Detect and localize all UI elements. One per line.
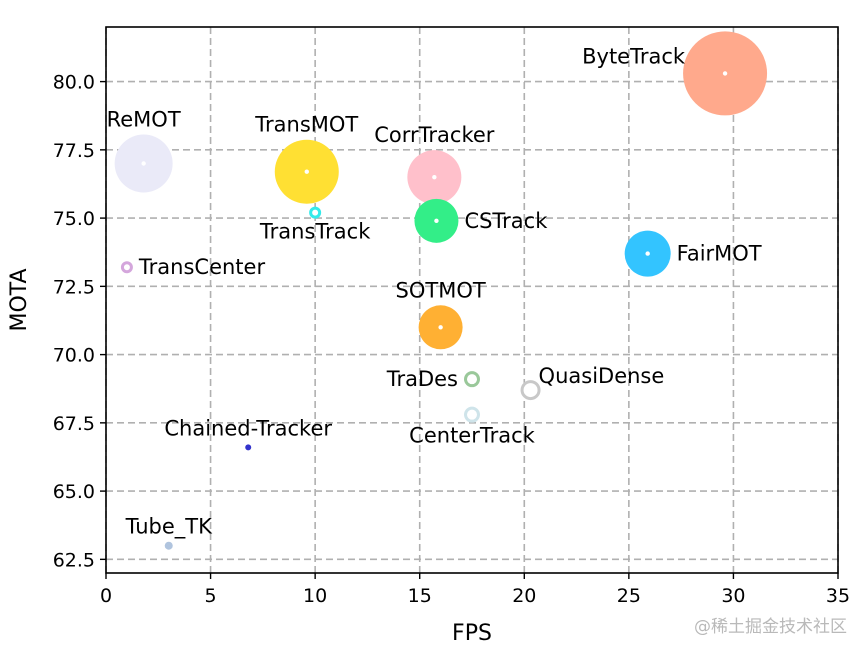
point-center-dot xyxy=(645,251,650,256)
point-marker xyxy=(464,406,480,423)
point-label: TransMOT xyxy=(254,113,358,137)
grid-lines xyxy=(105,27,839,573)
point-marker xyxy=(120,261,133,274)
point-center-dot xyxy=(432,174,437,180)
x-tick-label: 35 xyxy=(826,585,850,607)
point-cstrack: CSTrack xyxy=(414,198,548,243)
point-fairmot: FairMOT xyxy=(624,230,762,277)
point-trades: TraDes xyxy=(386,367,480,391)
watermark: @稀土掘金技术社区 xyxy=(694,617,847,637)
x-axis-label: FPS xyxy=(452,621,492,646)
y-tick-label: 80.0 xyxy=(53,72,95,94)
point-center-dot xyxy=(722,71,728,76)
x-tick-label: 15 xyxy=(408,585,432,607)
point-transcenter: TransCenter xyxy=(120,255,266,279)
y-tick-label: 62.5 xyxy=(53,549,95,571)
plot-frame xyxy=(105,26,839,574)
point-label: TransCenter xyxy=(138,255,266,279)
point-label: Chained-Tracker xyxy=(164,416,332,440)
point-quasidense: QuasiDense xyxy=(520,364,665,401)
x-tick-label: 20 xyxy=(512,585,536,607)
y-tick-label: 77.5 xyxy=(53,140,95,162)
point-marker xyxy=(245,444,252,451)
y-tick-label: 70.0 xyxy=(53,345,95,367)
point-label: ByteTrack xyxy=(582,44,686,68)
point-label: ReMOT xyxy=(107,108,181,132)
point-transmot: TransMOT xyxy=(254,113,358,204)
point-label: CorrTracker xyxy=(374,123,495,147)
point-label: TransTrack xyxy=(259,220,371,244)
point-marker xyxy=(309,206,322,219)
point-marker xyxy=(164,541,173,550)
point-tube-tk: Tube_TK xyxy=(125,515,214,550)
y-tick-label: 72.5 xyxy=(53,276,95,298)
point-center-dot xyxy=(141,161,146,166)
x-tick-label: 30 xyxy=(721,585,745,607)
point-sotmot: SOTMOT xyxy=(396,278,486,350)
axis-ticks: 0 5 10 15 20 25 30 35 62.5 65.0 67.5 70.0 72.5 75.0 77… xyxy=(53,72,850,607)
point-marker xyxy=(520,380,541,401)
y-tick-label: 75.0 xyxy=(53,208,95,230)
point-label: FairMOT xyxy=(677,242,762,266)
point-corrtracker: CorrTracker xyxy=(374,123,495,205)
point-label: QuasiDense xyxy=(539,364,665,388)
point-centertrack: CenterTrack xyxy=(409,406,536,448)
point-label: TraDes xyxy=(386,367,458,391)
y-axis-label: MOTA xyxy=(7,268,32,331)
point-label: CenterTrack xyxy=(409,424,535,448)
point-center-dot xyxy=(438,325,443,330)
point-transtrack: TransTrack xyxy=(259,206,371,244)
x-tick-label: 5 xyxy=(205,585,217,607)
point-label: CSTrack xyxy=(464,209,548,233)
x-tick-label: 10 xyxy=(303,585,327,607)
y-tick-label: 67.5 xyxy=(53,413,95,435)
y-tick-label: 65.0 xyxy=(53,481,95,503)
point-remot: ReMOT xyxy=(107,108,181,193)
x-tick-label: 0 xyxy=(100,585,112,607)
point-chained-tracker: Chained-Tracker xyxy=(164,416,332,451)
point-center-dot xyxy=(434,218,439,224)
point-center-dot xyxy=(304,169,309,174)
x-tick-label: 25 xyxy=(617,585,641,607)
point-label: Tube_TK xyxy=(125,515,214,540)
point-marker xyxy=(464,371,480,388)
point-label: SOTMOT xyxy=(396,278,486,302)
point-bytetrack: ByteTrack xyxy=(582,31,768,116)
data-points: ByteTrack ReMOT TransMOT CorrTracker TransTr… xyxy=(107,31,768,550)
